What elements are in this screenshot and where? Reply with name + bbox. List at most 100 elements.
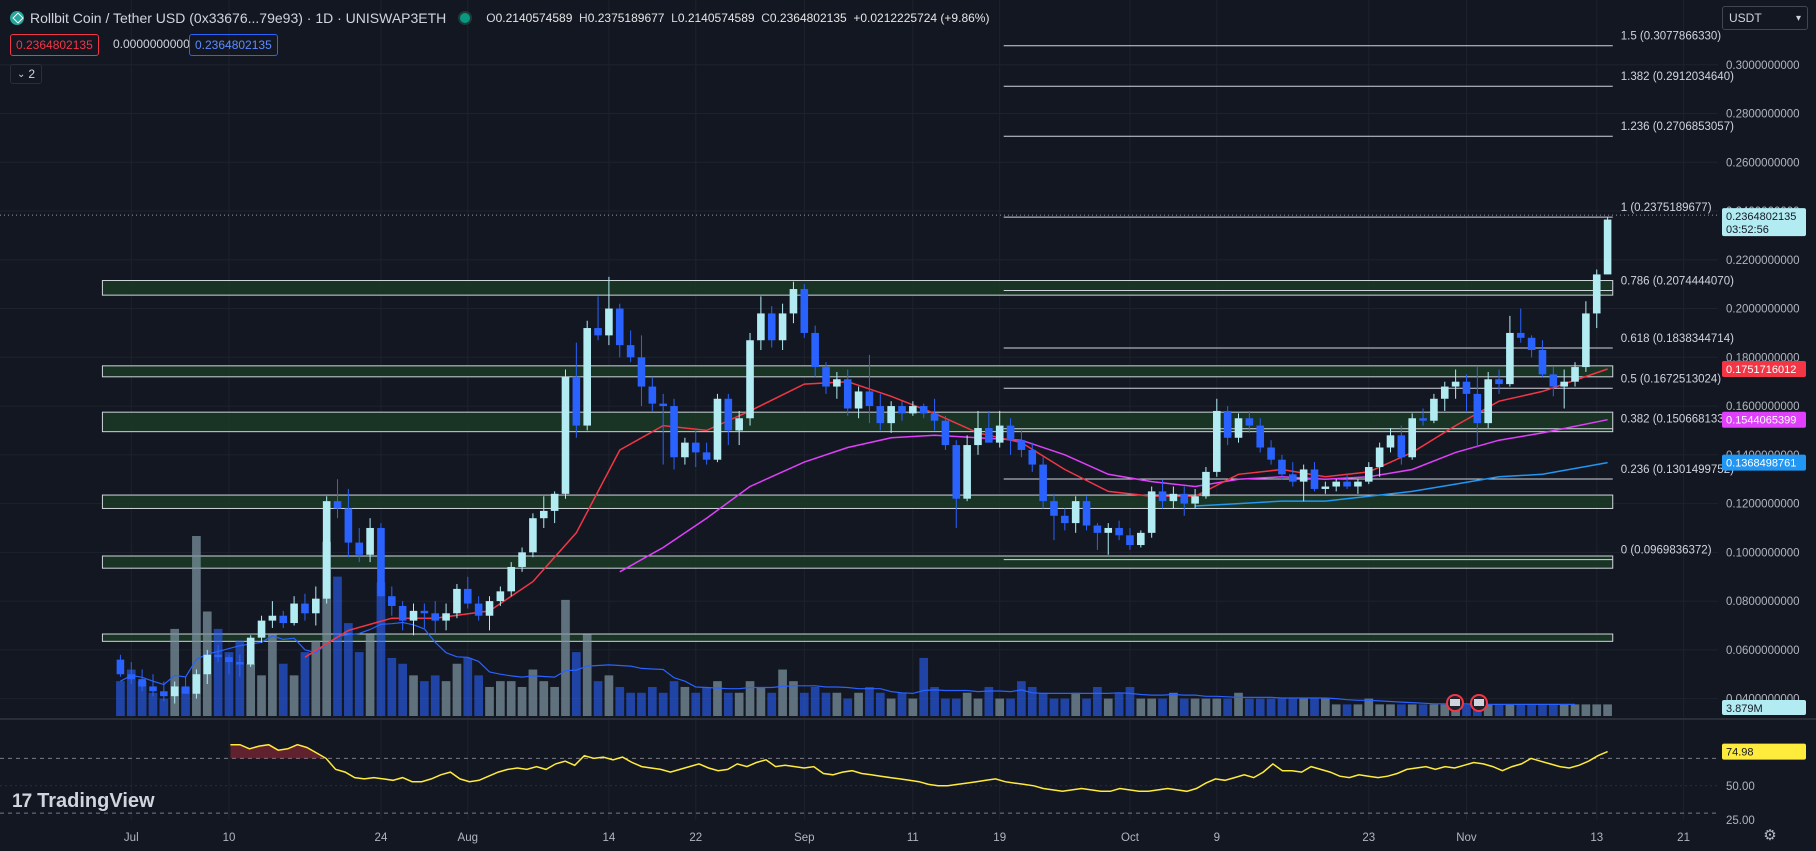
volume-bar bbox=[1397, 704, 1406, 716]
volume-bar bbox=[702, 686, 711, 716]
volume-bar bbox=[615, 686, 625, 716]
time-tick-label: 19 bbox=[993, 832, 1006, 844]
volume-badge: 3.879M bbox=[1722, 700, 1806, 715]
candle-body bbox=[767, 313, 776, 341]
buy-price-button[interactable]: 0.2364802135 bbox=[189, 34, 278, 56]
candle-body bbox=[1256, 425, 1265, 448]
candle-body bbox=[507, 566, 516, 592]
candle-body bbox=[463, 588, 472, 604]
volume-bar bbox=[767, 692, 777, 716]
ema-value-badge-bg bbox=[1722, 361, 1806, 378]
volume-bar bbox=[658, 692, 668, 716]
candle-body bbox=[843, 379, 852, 409]
volume-bar bbox=[213, 628, 223, 716]
volume-bar bbox=[778, 669, 787, 716]
candle-body bbox=[702, 452, 711, 460]
candle-body bbox=[735, 418, 743, 431]
volume-bar bbox=[984, 686, 994, 716]
candle-body bbox=[312, 598, 320, 614]
volume-bar bbox=[1538, 704, 1547, 716]
candle-body bbox=[301, 603, 309, 614]
price-tick-label: 0.0800000000 bbox=[1726, 596, 1800, 608]
volume-bar bbox=[441, 681, 451, 716]
volume-bar bbox=[1060, 698, 1070, 716]
volume-bar bbox=[268, 634, 277, 716]
candle-body bbox=[116, 659, 125, 675]
volume-bar bbox=[875, 692, 885, 716]
price-tick-label: 0.1600000000 bbox=[1726, 401, 1800, 413]
rsi-tick-label: 25.00 bbox=[1726, 815, 1755, 827]
candle-body bbox=[388, 596, 396, 606]
volume-bar bbox=[300, 652, 310, 716]
coin-logo-icon bbox=[10, 11, 24, 25]
time-tick-label: Jul bbox=[124, 832, 139, 844]
candle-body bbox=[887, 406, 895, 424]
volume-bar bbox=[354, 652, 364, 716]
volume-bar bbox=[257, 675, 266, 716]
volume-bar bbox=[1592, 704, 1602, 716]
candle-body bbox=[1310, 469, 1319, 489]
candle-body bbox=[1538, 349, 1547, 375]
volume-bar bbox=[1049, 698, 1059, 716]
candle-body bbox=[1582, 313, 1590, 368]
volume-bar bbox=[1071, 692, 1081, 716]
volume-bar bbox=[1581, 704, 1591, 716]
currency-select[interactable]: USDT ▾ bbox=[1722, 6, 1808, 30]
flag-icon bbox=[1474, 699, 1484, 706]
sell-price-button[interactable]: 0.2364802135 bbox=[10, 34, 99, 56]
indicators-toggle-button[interactable]: ⌄ 2 bbox=[10, 64, 42, 84]
volume-bar bbox=[669, 681, 679, 716]
volume-bar bbox=[1603, 704, 1612, 716]
volume-bar bbox=[1245, 698, 1254, 716]
candle-body bbox=[1234, 418, 1243, 438]
market-status-icon[interactable] bbox=[458, 11, 473, 25]
candle-body bbox=[909, 406, 917, 414]
candle-body bbox=[1430, 398, 1438, 421]
time-tick-label: 21 bbox=[1677, 832, 1690, 844]
volume-bar bbox=[1505, 704, 1515, 716]
volume-badge-text: 3.879M bbox=[1726, 703, 1763, 715]
volume-bar bbox=[1516, 704, 1526, 716]
candle-body bbox=[366, 527, 374, 555]
candle-body bbox=[963, 445, 971, 499]
candle-body bbox=[615, 308, 624, 346]
volume-bar bbox=[637, 692, 646, 716]
symbol-title[interactable]: Rollbit Coin / Tether USD (0x33676...79e… bbox=[30, 10, 447, 26]
time-tick-label: Nov bbox=[1456, 832, 1477, 844]
price-tick-label: 0.2200000000 bbox=[1726, 255, 1800, 267]
candle-body bbox=[1592, 274, 1601, 314]
candle-body bbox=[409, 610, 418, 621]
volume-bar bbox=[854, 692, 863, 716]
volume-bar bbox=[1494, 704, 1504, 716]
price-tick-label: 0.1000000000 bbox=[1726, 547, 1800, 559]
volume-bar bbox=[680, 686, 690, 716]
volume-bar bbox=[995, 698, 1005, 716]
volume-bar bbox=[1158, 698, 1167, 716]
candle-body bbox=[518, 552, 526, 567]
time-tick-label: 10 bbox=[223, 832, 236, 844]
candle-body bbox=[496, 591, 505, 602]
support-resistance-zone bbox=[101, 494, 1614, 509]
volume-bar bbox=[713, 681, 722, 716]
volume-bar bbox=[1038, 692, 1048, 716]
price-tick-label: 0.2000000000 bbox=[1726, 304, 1800, 316]
volume-bar bbox=[691, 692, 701, 716]
candle-body bbox=[1343, 481, 1351, 487]
candle-body bbox=[1158, 491, 1167, 502]
volume-bar bbox=[799, 692, 809, 716]
volume-bar bbox=[734, 692, 744, 716]
tradingview-logo[interactable]: 17 TradingView bbox=[12, 790, 155, 813]
volume-bar bbox=[365, 634, 375, 716]
support-resistance-zone bbox=[101, 280, 1614, 296]
candle-body bbox=[941, 420, 950, 446]
volume-bar bbox=[278, 663, 288, 716]
candle-body bbox=[225, 657, 233, 663]
volume-bar bbox=[1407, 704, 1417, 716]
candle-body bbox=[1603, 219, 1612, 275]
candle-body bbox=[1071, 501, 1080, 524]
candle-body bbox=[1061, 515, 1069, 524]
rsi-line bbox=[230, 743, 1608, 793]
settings-gear-icon[interactable]: ⚙ bbox=[1763, 827, 1777, 844]
